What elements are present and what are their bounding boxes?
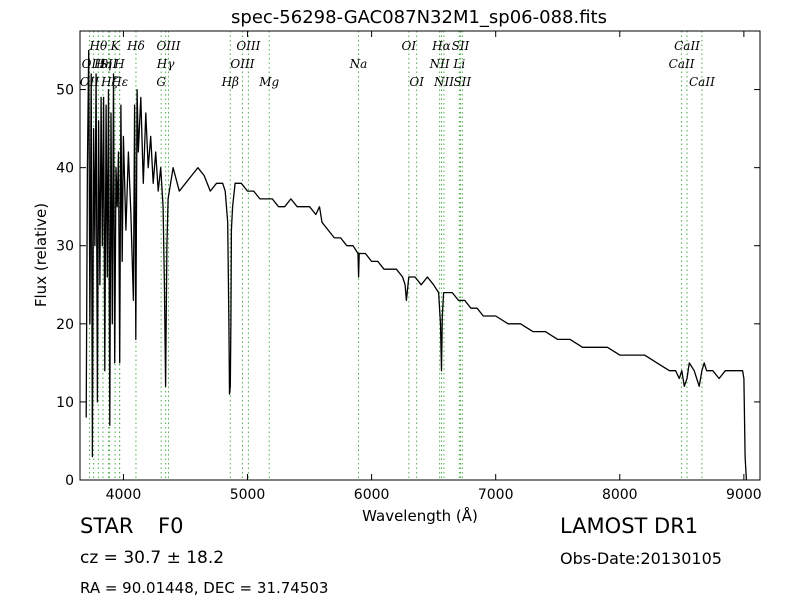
line-marker-label-14: OIII xyxy=(230,57,254,71)
line-marker-label-11: G xyxy=(156,75,166,89)
line-marker-label-2: OIII xyxy=(82,57,106,71)
line-marker-label-19: OI xyxy=(409,75,424,89)
spectrum-line-0 xyxy=(85,49,748,481)
line-marker-label-4: Hζ xyxy=(100,75,119,89)
line-marker-label-0: OII xyxy=(80,75,100,89)
line-marker-label-13: Hβ xyxy=(221,75,239,89)
line-marker-label-22: Hα xyxy=(431,39,451,53)
chart-title: spec-56298-GAC087N32M1_sp06-088.fits xyxy=(231,7,607,28)
line-marker-label-21: NII xyxy=(433,75,454,89)
line-marker-label-10: Hγ xyxy=(156,57,175,71)
x-axis-label: Wavelength (Å) xyxy=(362,506,478,525)
y-tick-label-4: 40 xyxy=(56,161,74,177)
line-marker-label-17: Na xyxy=(349,57,368,71)
y-tick-label-5: 50 xyxy=(56,83,74,99)
y-tick-label-1: 10 xyxy=(56,395,74,411)
plot-frame xyxy=(79,30,761,481)
series-group xyxy=(85,49,748,481)
line-marker-label-20: NII xyxy=(429,57,450,71)
x-tick-label-3: 7000 xyxy=(478,487,514,503)
y-axis-label: Flux (relative) xyxy=(32,203,50,307)
x-axis-ticks: 4000 5000 6000 7000 8000 9000 xyxy=(106,31,762,503)
x-tick-label-2: 6000 xyxy=(354,487,390,503)
line-marker-label-18: OI xyxy=(402,39,417,53)
line-marker-labels: OIIHθOIIIHηHζSIIHεKHHδHγGOIIIHβOIIIOIIIM… xyxy=(80,39,715,89)
line-marker-label-9: Hδ xyxy=(126,39,145,53)
line-marker-label-25: SII xyxy=(453,75,471,89)
line-marker-label-6: Hε xyxy=(110,75,128,89)
line-marker-label-24: SII xyxy=(452,39,470,53)
line-marker-label-23: Li xyxy=(452,57,465,71)
x-tick-label-0: 4000 xyxy=(106,487,142,503)
y-axis-ticks: 0 10 20 30 40 50 xyxy=(56,83,760,489)
class-label: STAR xyxy=(80,514,134,538)
line-marker-label-28: CaII xyxy=(689,75,715,89)
x-tick-label-4: 8000 xyxy=(602,487,638,503)
line-marker-label-16: Mg xyxy=(258,75,279,89)
y-tick-label-0: 0 xyxy=(65,473,74,489)
x-tick-label-5: 9000 xyxy=(726,487,762,503)
redshift-value: cz = 30.7 ± 18.2 xyxy=(80,548,225,568)
survey-label: LAMOST DR1 xyxy=(560,514,699,538)
line-marker-label-8: H xyxy=(113,57,125,71)
line-marker-label-15: OIII xyxy=(236,39,260,53)
line-marker-label-26: CaII xyxy=(669,57,695,71)
obs-date: Obs-Date:20130105 xyxy=(560,549,722,568)
line-marker-label-27: CaII xyxy=(674,39,700,53)
y-tick-label-3: 30 xyxy=(56,239,74,255)
line-marker-label-5: SII xyxy=(100,57,118,71)
x-tick-label-1: 5000 xyxy=(230,487,266,503)
line-marker-label-3: Hη xyxy=(93,57,112,71)
line-marker-label-12: OIII xyxy=(156,39,180,53)
line-marker-label-1: Hθ xyxy=(89,39,108,53)
subclass-label: F0 xyxy=(158,514,184,538)
line-markers xyxy=(89,31,703,480)
y-tick-label-2: 20 xyxy=(56,317,74,333)
coordinates: RA = 90.01448, DEC = 31.74503 xyxy=(80,579,329,597)
line-marker-label-7: K xyxy=(110,39,121,53)
